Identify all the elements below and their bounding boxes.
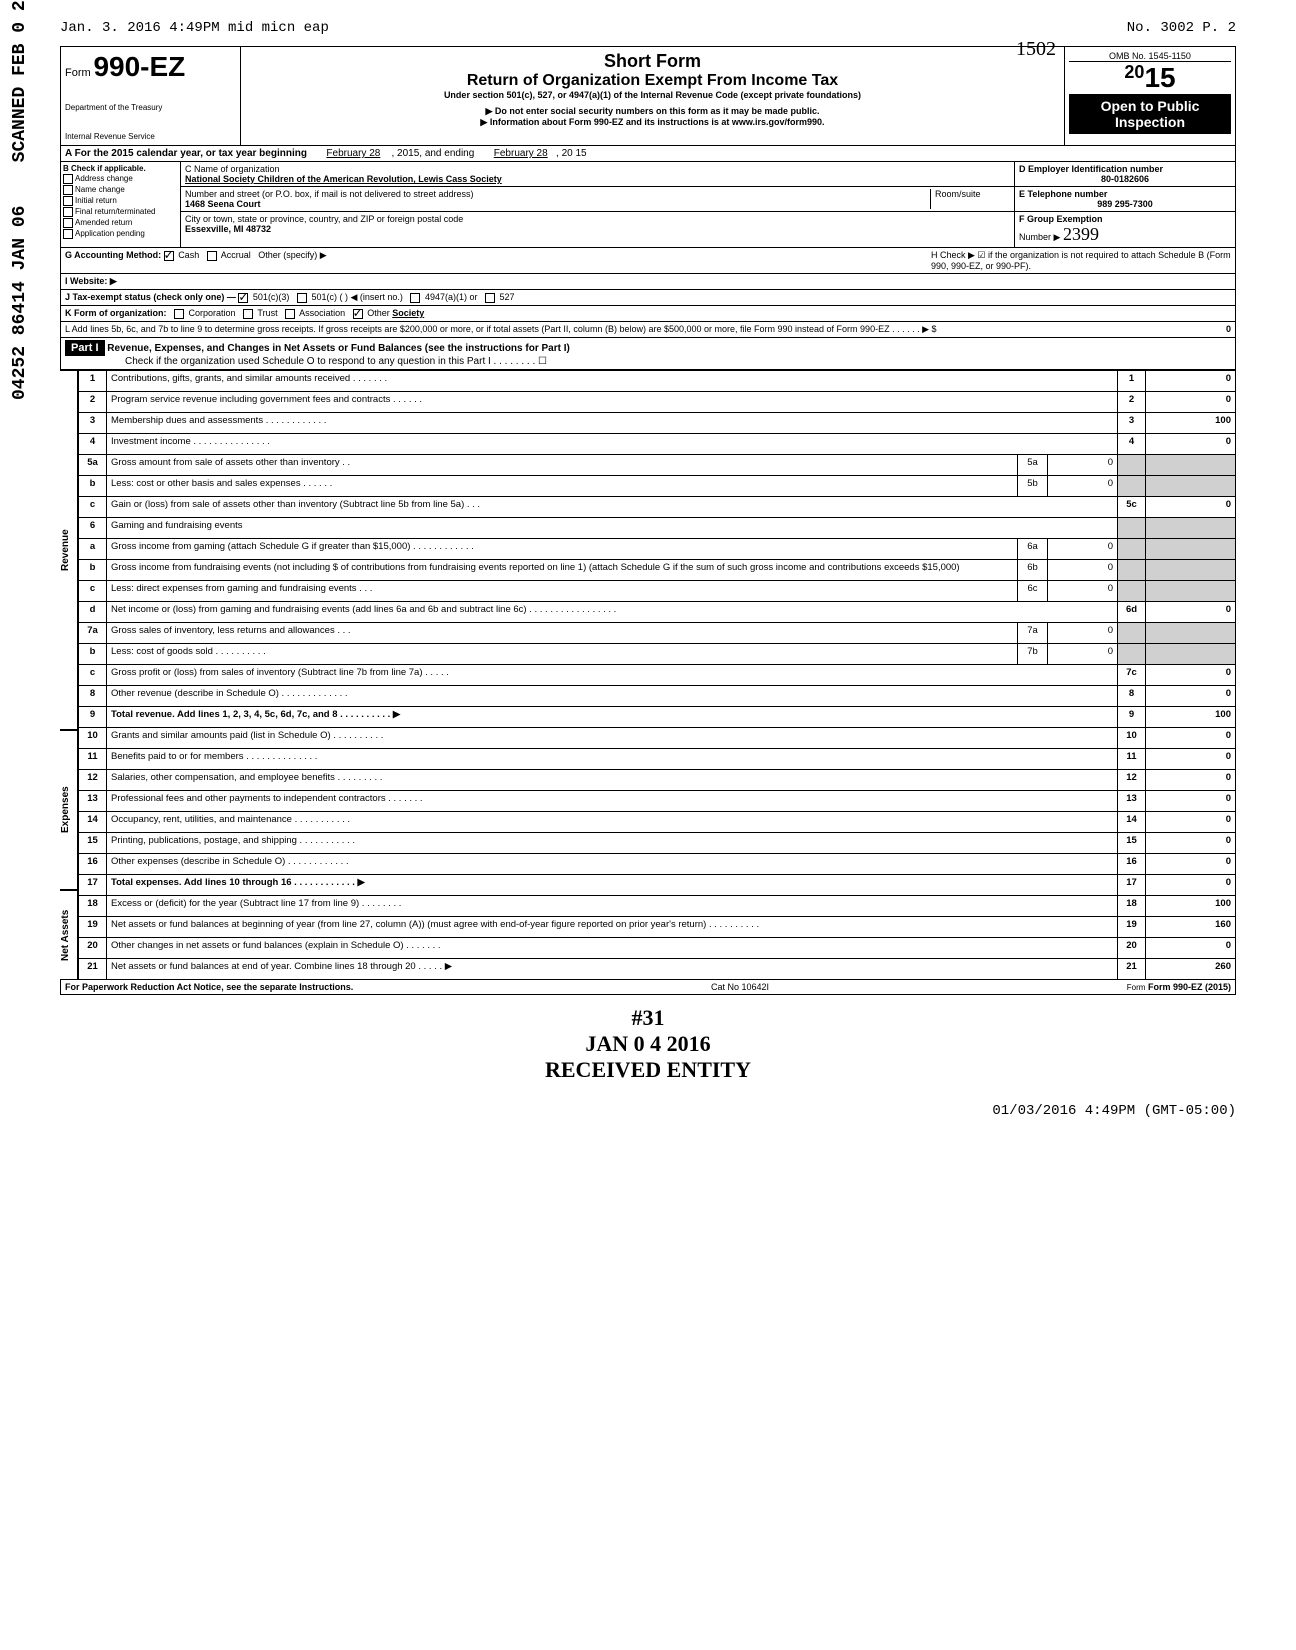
tax-year: 2015: [1069, 62, 1231, 94]
row-a: A For the 2015 calendar year, or tax yea…: [60, 146, 1236, 162]
row-g: G Accounting Method: Cash Accrual Other …: [60, 248, 1236, 274]
return-title: Return of Organization Exempt From Incom…: [245, 72, 1060, 90]
fax-header: Jan. 3. 2016 4:49PM mid micn eap No. 300…: [60, 20, 1236, 36]
row-j: J Tax-exempt status (check only one) — 5…: [60, 290, 1236, 306]
dept1: Department of the Treasury: [65, 103, 236, 112]
side-stamp: 04252 86414 JAN 06 SCANNED FEB 0 2 2016: [10, 0, 30, 400]
handwritten-1502: 1502: [1016, 38, 1056, 61]
street-address: 1468 Seena Court: [185, 199, 261, 209]
info-link: ▶ Information about Form 990-EZ and its …: [245, 117, 1060, 128]
under-section: Under section 501(c), 527, or 4947(a)(1)…: [245, 90, 1060, 100]
footer: For Paperwork Reduction Act Notice, see …: [60, 980, 1236, 995]
short-form-title: Short Form: [245, 51, 1060, 72]
fax-left: Jan. 3. 2016 4:49PM mid micn eap: [60, 20, 329, 36]
lines-table: 1Contributions, gifts, grants, and simil…: [78, 370, 1236, 980]
netassets-label: Net Assets: [60, 890, 78, 980]
col-b: B Check if applicable. Address change Na…: [61, 162, 181, 247]
stamps: #31 JAN 0 4 2016 RECEIVED ENTITY: [60, 1005, 1236, 1083]
do-not-enter: ▶ Do not enter social security numbers o…: [245, 106, 1060, 117]
row-i: I Website: ▶: [60, 274, 1236, 290]
row-k: K Form of organization: Corporation Trus…: [60, 306, 1236, 322]
part1-header: Part I Revenue, Expenses, and Changes in…: [60, 338, 1236, 370]
revenue-label: Revenue: [60, 370, 78, 730]
fax-right: No. 3002 P. 2: [1127, 20, 1236, 36]
open-to-public: Open to Public Inspection: [1069, 94, 1231, 134]
section-bcd: B Check if applicable. Address change Na…: [60, 162, 1236, 248]
org-name: National Society Children of the America…: [185, 174, 502, 184]
form-label: Form: [65, 67, 91, 79]
phone: 989 295-7300: [1019, 199, 1231, 209]
form-header: Form 990-EZ Department of the Treasury I…: [60, 46, 1236, 146]
group-exemption: 2399: [1063, 224, 1099, 244]
expenses-label: Expenses: [60, 730, 78, 890]
form-number: 990-EZ: [93, 51, 185, 82]
col-d: D Employer Identification number80-01826…: [1015, 162, 1235, 247]
dept2: Internal Revenue Service: [65, 132, 236, 141]
city-state-zip: Essexville, MI 48732: [185, 224, 271, 234]
ein: 80-0182606: [1019, 174, 1231, 184]
fax-footer: 01/03/2016 4:49PM (GMT-05:00): [60, 1103, 1236, 1119]
col-c: C Name of organizationNational Society C…: [181, 162, 1015, 247]
row-l: L Add lines 5b, 6c, and 7b to line 9 to …: [60, 322, 1236, 338]
omb-number: OMB No. 1545-1150: [1069, 51, 1231, 62]
